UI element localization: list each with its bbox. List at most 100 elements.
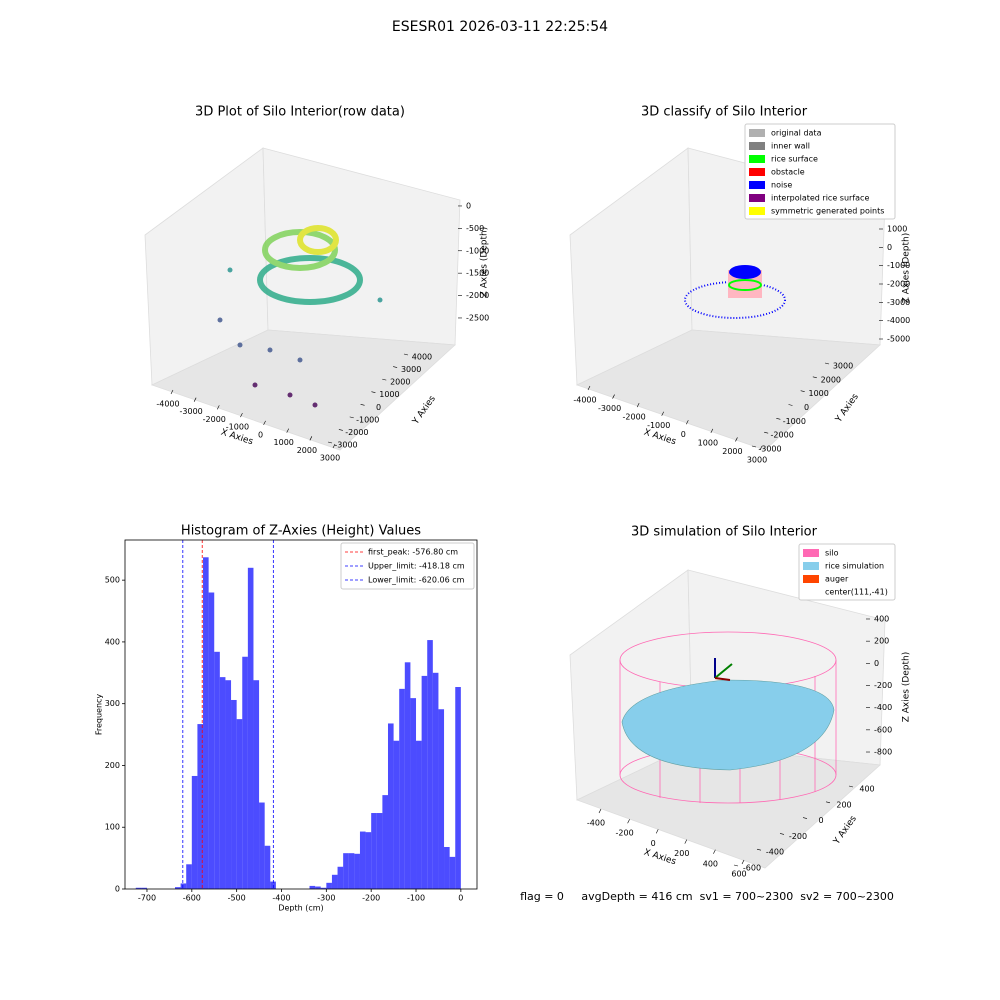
y-tick: [403, 353, 409, 356]
x-tick-label: -400: [272, 894, 290, 903]
x-tick-label: -2000: [203, 415, 226, 424]
x-tick-label: -4000: [156, 399, 179, 408]
x-tick-label: -3000: [180, 407, 203, 416]
x-tick: [170, 389, 174, 395]
legend-label: Lower_limit: -620.06 cm: [368, 576, 465, 585]
bar: [387, 723, 394, 889]
y-tick: [779, 833, 785, 835]
bar: [236, 719, 243, 889]
y-tick: [764, 431, 769, 434]
x-tick-label: -500: [228, 894, 246, 903]
x-tick: [713, 849, 716, 854]
y-tick-label: 0: [818, 816, 823, 825]
bar: [399, 688, 405, 889]
axes-frame: [124, 539, 478, 890]
x-tick-label: -2000: [623, 413, 646, 422]
legend-label: interpolated rice surface: [771, 194, 869, 203]
y-tick-label: -200: [789, 832, 807, 841]
x-tick: [735, 437, 738, 442]
x-tick-label: 2000: [722, 447, 742, 456]
suptitle: ESESR01 2026-03-11 22:25:54: [392, 19, 608, 35]
y-tick-label: 4000: [412, 352, 432, 361]
axis-label: Y Axies: [410, 394, 438, 427]
legend-box: [340, 542, 475, 590]
y-tick: [776, 418, 781, 420]
z-tick-label: -1500: [466, 269, 489, 278]
y-tick: [800, 390, 805, 392]
legend-swatch: [803, 562, 819, 570]
x-tick-label: -3000: [598, 404, 621, 413]
x-tick: [263, 420, 266, 425]
bar: [449, 856, 456, 889]
axis-label: Y Axies: [833, 392, 861, 425]
legend-label: auger: [825, 575, 849, 584]
legend-label: symmetric generated points: [771, 207, 884, 216]
axis-label: Z Axies (Depth): [902, 652, 912, 723]
legend-box: [798, 543, 896, 601]
y-tick-label: 400: [105, 637, 120, 646]
bar: [197, 724, 204, 889]
y-tick-label: -400: [766, 848, 784, 857]
legend-label: noise: [771, 181, 792, 190]
y-tick-label: 0: [115, 885, 120, 894]
x-tick-label: 600: [731, 870, 746, 879]
bar: [242, 656, 248, 889]
x-tick-label: 1000: [274, 438, 294, 447]
legend-label: silo: [825, 549, 839, 558]
bar: [348, 853, 355, 889]
legend-swatch: [749, 155, 765, 163]
legend-swatch: [749, 181, 765, 189]
bar: [354, 853, 360, 889]
legend-label: center(111,-41): [825, 588, 888, 597]
legend-label: original data: [771, 129, 822, 138]
x-tick-label: 3000: [320, 454, 340, 463]
legend-swatch: [749, 168, 765, 176]
bar: [208, 592, 215, 889]
z-tick-label: -200: [874, 681, 892, 690]
bar: [365, 832, 372, 889]
legend-swatch: [803, 549, 819, 557]
y-tick-label: 500: [105, 576, 120, 585]
x-tick-label: 3000: [747, 456, 767, 465]
bar: [432, 672, 439, 889]
y-tick-label: -3000: [334, 441, 357, 450]
x-tick: [710, 428, 714, 433]
x-tick: [684, 839, 688, 844]
chart-title: 3D classify of Silo Interior: [641, 105, 808, 120]
x-axis-label: Depth (cm): [278, 904, 323, 913]
bar: [320, 887, 327, 889]
y-tick: [349, 416, 354, 419]
x-tick: [759, 445, 763, 451]
z-tick-label: -2500: [466, 313, 489, 322]
bar: [438, 709, 445, 889]
y-axis-label: Frequency: [95, 694, 104, 736]
x-tick-label: -100: [407, 894, 425, 903]
bar: [259, 802, 265, 889]
bar: [203, 557, 209, 889]
z-tick-label: 1000: [887, 225, 907, 234]
legend-label: rice simulation: [825, 562, 884, 571]
y-tick-label: 3000: [833, 362, 853, 371]
axis-label: X Axies: [642, 428, 677, 448]
z-tick-label: -1000: [466, 246, 489, 255]
z-tick-label: 0: [466, 201, 471, 210]
z-tick-label: -400: [874, 703, 892, 712]
x-tick-label: 400: [703, 859, 718, 868]
bar: [331, 874, 338, 889]
x-tick: [286, 428, 289, 433]
bar: [416, 740, 422, 889]
panes-4: [569, 569, 886, 869]
footer-text: flag = 0 avgDepth = 416 cm sv1 = 700~230…: [520, 890, 894, 903]
x-tick-label: 0: [258, 430, 263, 439]
bar: [253, 680, 260, 889]
x-tick-label: 2000: [297, 446, 317, 455]
x-tick: [741, 859, 745, 865]
bar: [343, 853, 349, 889]
y-tick: [848, 785, 854, 788]
bar: [141, 887, 147, 889]
z-tick-label: -800: [874, 748, 892, 757]
y-tick-label: 2000: [821, 375, 841, 384]
y-tick: [788, 404, 793, 406]
bar: [315, 886, 321, 889]
x-tick-label: 0: [681, 430, 686, 439]
